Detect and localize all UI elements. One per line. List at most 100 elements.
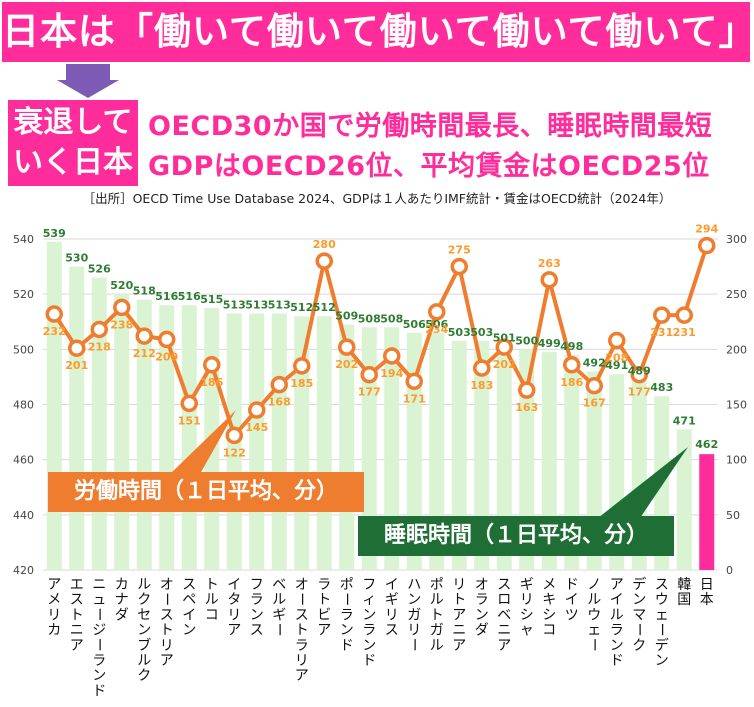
x-axis-label: ス	[250, 623, 264, 639]
x-axis-labels: アメリカエストニアニュージーランドカナダルクセンブルクオーストリアスペイントルコ…	[47, 576, 714, 699]
gdp-bar	[294, 316, 310, 570]
gdp-value-label: 530	[65, 252, 88, 265]
line-point	[203, 356, 221, 374]
gdp-bar	[676, 429, 692, 570]
x-axis-label: ン	[182, 623, 196, 639]
gdp-value-label: 509	[335, 310, 358, 323]
x-axis-label: ー	[653, 623, 669, 637]
x-axis-label: ニ	[497, 623, 511, 639]
x-axis-label: イ	[227, 577, 241, 593]
x-axis-label: ダ	[115, 607, 129, 623]
x-axis-label: ア	[227, 623, 241, 639]
line-point	[68, 339, 86, 357]
x-axis-label: マ	[632, 607, 646, 623]
gdp-bar	[451, 341, 467, 570]
x-axis-label: メ	[542, 577, 556, 593]
gdp-value-label: 515	[200, 293, 223, 306]
gdp-bar	[316, 316, 332, 570]
work-value-label: 231	[650, 326, 673, 339]
line-point	[405, 372, 423, 391]
x-axis-label: イ	[610, 592, 624, 608]
x-axis-label: ダ	[475, 623, 489, 639]
x-axis-label: イ	[385, 577, 399, 593]
left-axis-tick: 480	[13, 399, 34, 412]
gdp-value-label: 508	[358, 312, 381, 325]
work-value-label: 234	[425, 323, 448, 336]
work-value-label: 177	[628, 386, 651, 399]
x-axis-label: オ	[295, 577, 309, 593]
x-axis-label: ア	[610, 577, 624, 593]
work-value-label: 275	[448, 244, 471, 257]
gdp-value-label: 508	[380, 312, 403, 325]
gdp-bar	[249, 313, 265, 570]
left-axis-tick: 420	[13, 564, 34, 577]
x-axis-label: ク	[137, 668, 151, 684]
x-axis-label: エ	[70, 577, 84, 593]
x-axis-label: ル	[137, 577, 151, 593]
gdp-value-label: 520	[110, 279, 133, 292]
x-axis-label: ガ	[430, 623, 444, 639]
x-axis-label: ス	[385, 623, 399, 639]
gdp-value-label: 513	[245, 298, 268, 311]
x-axis-label: シ	[520, 607, 534, 623]
x-axis-label: ラ	[340, 607, 354, 623]
down-arrow-head-icon	[57, 80, 119, 98]
x-axis-label: 韓	[677, 577, 691, 593]
x-axis-label: ー	[270, 623, 286, 637]
x-axis-label: ト	[205, 577, 219, 593]
x-axis-label: ポ	[430, 577, 444, 593]
work-value-label: 183	[470, 379, 493, 392]
line-point	[360, 365, 378, 384]
work-value-label: 145	[245, 421, 268, 434]
gdp-bar	[114, 294, 130, 570]
x-axis-label: ド	[610, 653, 624, 669]
source-note: ［出所］OECD Time Use Database 2024、GDPは１人あた…	[82, 191, 672, 206]
work-value-label: 186	[200, 376, 223, 389]
x-axis-label: ビ	[317, 607, 331, 623]
x-axis-label: セ	[137, 607, 151, 623]
work-value-label: 280	[313, 238, 336, 251]
left-axis-tick: 540	[13, 233, 34, 246]
line-point	[608, 331, 626, 350]
line-point	[113, 298, 131, 317]
gdp-bar	[69, 266, 85, 570]
x-axis-label: コ	[542, 623, 556, 639]
x-axis-label: リ	[407, 623, 421, 639]
gdp-bar	[181, 305, 197, 570]
x-axis-label: ラ	[610, 623, 624, 639]
gdp-bar	[361, 327, 377, 570]
x-axis-label: イ	[182, 607, 196, 623]
x-axis-label: ス	[70, 592, 84, 608]
x-axis-label: ー	[585, 638, 601, 652]
x-axis-label: オ	[475, 577, 489, 593]
line-point	[698, 236, 716, 255]
x-axis-label: ギ	[520, 577, 534, 593]
work-value-label: 231	[673, 326, 696, 339]
x-axis-label: ジ	[92, 623, 106, 639]
gdp-value-label: 512	[313, 301, 336, 314]
x-axis-label: ア	[317, 623, 331, 639]
x-axis-label: ラ	[317, 577, 331, 593]
gdp-value-label: 471	[673, 414, 696, 427]
x-axis-label: ス	[182, 577, 196, 593]
x-axis-label: リ	[47, 607, 61, 623]
right-axis-tick: 150	[726, 399, 747, 412]
line-point	[563, 356, 581, 374]
x-axis-label: ト	[160, 623, 174, 639]
gdp-bar	[429, 332, 445, 570]
work-value-label: 201	[65, 359, 88, 372]
x-axis-label: コ	[205, 607, 219, 623]
right-axis-tick: 300	[726, 233, 747, 246]
x-axis-label: オ	[160, 577, 174, 593]
gdp-bar	[384, 327, 400, 570]
x-axis-label: ウ	[587, 607, 601, 623]
work-value-label: 212	[133, 347, 156, 360]
x-axis-label: ュ	[92, 592, 106, 608]
x-axis-label: ス	[655, 577, 669, 593]
x-axis-label: ラ	[92, 653, 106, 669]
gdp-value-label: 506	[425, 318, 448, 331]
subheading-1: OECD30か国で労働時間最長、睡眠時間最短	[148, 111, 713, 142]
line-point	[585, 376, 603, 395]
